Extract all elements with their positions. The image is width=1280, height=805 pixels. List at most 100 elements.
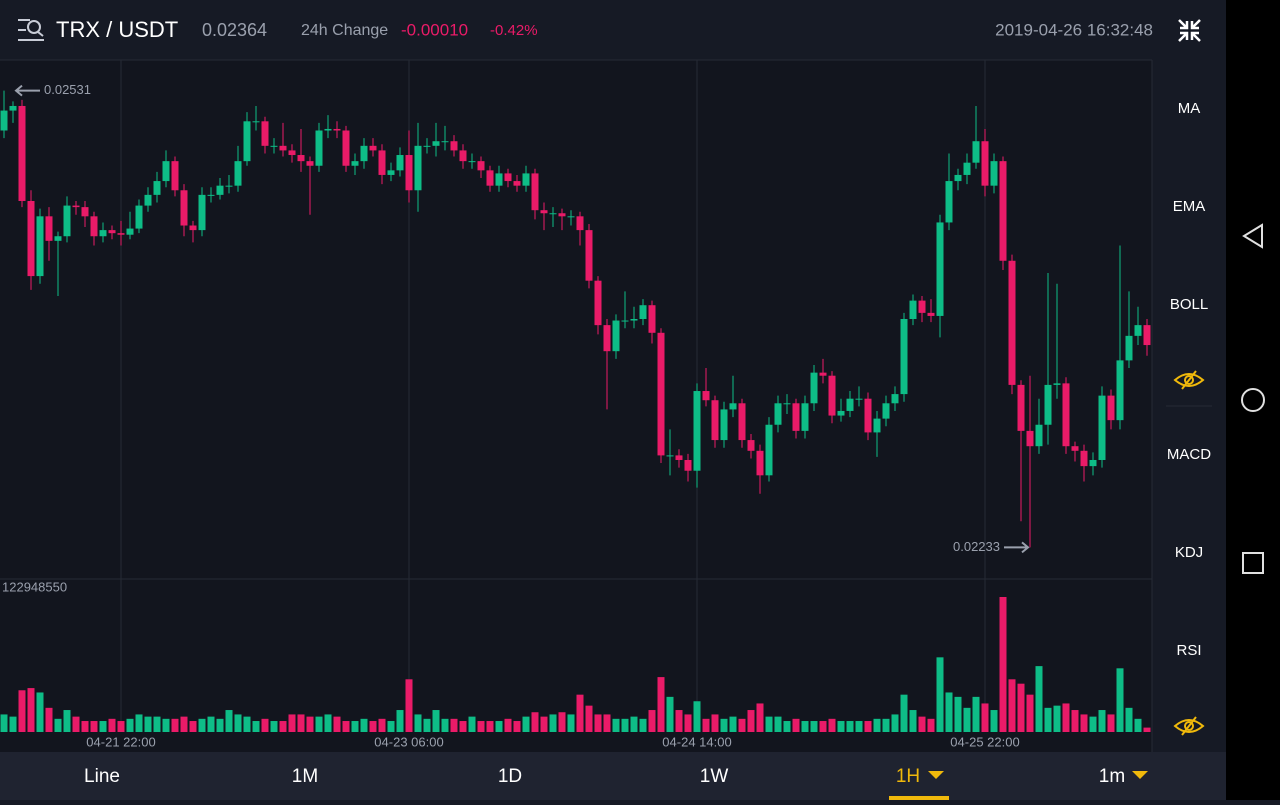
candle-body (1026, 430, 1034, 447)
indicator-button[interactable]: EMA (1173, 198, 1206, 215)
timeframe-tab[interactable]: 1H (896, 766, 920, 787)
candle-body (846, 398, 854, 411)
volume-bar (108, 718, 116, 732)
candle-body (936, 222, 944, 316)
dropdown-arrow[interactable] (928, 771, 944, 779)
volume-bar (36, 692, 44, 732)
candle-body (1116, 360, 1124, 421)
candle-body (243, 121, 251, 162)
volume-bar (522, 716, 530, 732)
change-label: 24h Change (301, 22, 388, 39)
volume-bar (810, 721, 818, 732)
tab-bar (0, 752, 1226, 800)
change: -0.00010 (401, 20, 468, 39)
candle-body (90, 216, 98, 237)
candle-body (873, 418, 881, 433)
nav-bar (1226, 0, 1280, 800)
volume-bar (324, 714, 332, 732)
candle-body (324, 128, 332, 131)
volume-bar (1134, 718, 1142, 732)
volume-bar (684, 714, 692, 732)
candle-body (135, 205, 143, 229)
indicator-button[interactable]: MACD (1167, 446, 1211, 463)
candle-body (405, 155, 413, 191)
volume-bar (909, 710, 917, 732)
header-bar (0, 0, 1226, 60)
volume-bar (153, 716, 161, 732)
indicator-button[interactable]: MA (1178, 100, 1201, 117)
candle-body (252, 121, 260, 123)
candle-body (261, 121, 269, 146)
volume-bar (342, 721, 350, 732)
volume-bar (135, 714, 143, 732)
indicator-button[interactable]: KDJ (1175, 544, 1203, 561)
candle-body (1125, 335, 1133, 361)
volume-bar (387, 721, 395, 732)
volume-bar (486, 721, 494, 732)
x-tick-label: 04-24 14:00 (662, 734, 731, 749)
timeframe-tab[interactable]: 1M (292, 766, 318, 787)
candle-body (540, 210, 548, 214)
menu-icon[interactable] (18, 19, 44, 41)
candle-body (576, 216, 584, 231)
timeframe-tab[interactable]: Line (84, 766, 120, 787)
volume-bar (414, 714, 422, 732)
candle-body (9, 105, 17, 111)
volume-bar (936, 657, 944, 732)
eye-icon[interactable] (1173, 716, 1205, 736)
volume-bar (1116, 668, 1124, 732)
eye-icon[interactable] (1173, 370, 1205, 390)
volume-bar (261, 718, 269, 732)
volume-bar (252, 721, 260, 732)
volume-bar (873, 718, 881, 732)
candle-body (369, 145, 377, 151)
candle-body (180, 190, 188, 226)
volume-bar (594, 714, 602, 732)
volume-bar (837, 721, 845, 732)
volume-bar (1053, 705, 1061, 732)
volume-bar (360, 718, 368, 732)
dropdown-arrow[interactable] (1132, 771, 1148, 779)
pair: TRX / USDT (56, 17, 178, 42)
timeframe-tab[interactable]: 1m (1099, 766, 1125, 787)
volume-bar (180, 716, 188, 732)
candle-body (1044, 384, 1052, 425)
volume-bar (999, 597, 1007, 732)
candle-body (720, 409, 728, 441)
x-tick-label: 04-23 06:00 (374, 734, 443, 749)
candle-body (810, 372, 818, 404)
candle-body (351, 161, 359, 166)
candle-body (189, 225, 197, 231)
candle-body (1107, 395, 1115, 421)
candle-body (513, 181, 521, 186)
volume-bar (720, 718, 728, 732)
volume-bar (756, 703, 764, 732)
timeframe-tab[interactable]: 1W (700, 766, 729, 787)
volume-bar (819, 721, 827, 732)
timeframe-tab[interactable]: 1D (498, 766, 522, 787)
candle-body (171, 161, 179, 191)
indicator-button[interactable]: BOLL (1170, 296, 1208, 313)
volume-bar (927, 718, 935, 732)
volume-bar (99, 721, 107, 732)
candle-body (450, 141, 458, 151)
volume-bar (207, 716, 215, 732)
volume-bar (171, 718, 179, 732)
volume-bar (477, 721, 485, 732)
android-nav[interactable] (1241, 223, 1265, 574)
candle-body (828, 375, 836, 416)
collapse-icon[interactable] (1178, 19, 1201, 42)
candle-body (288, 150, 296, 156)
x-tick-label: 04-21 22:00 (86, 734, 155, 749)
volume-bar (513, 721, 521, 732)
volume-bar (612, 718, 620, 732)
volume-bar (1062, 703, 1070, 732)
candle-body (0, 110, 8, 131)
volume-bar (1143, 727, 1151, 732)
candle-body (378, 150, 386, 175)
indicator-button[interactable]: RSI (1176, 642, 1201, 659)
volume-bar (945, 692, 953, 732)
candle-body (1008, 260, 1016, 385)
candle-body (963, 162, 971, 175)
eye-icons[interactable] (1173, 370, 1205, 736)
